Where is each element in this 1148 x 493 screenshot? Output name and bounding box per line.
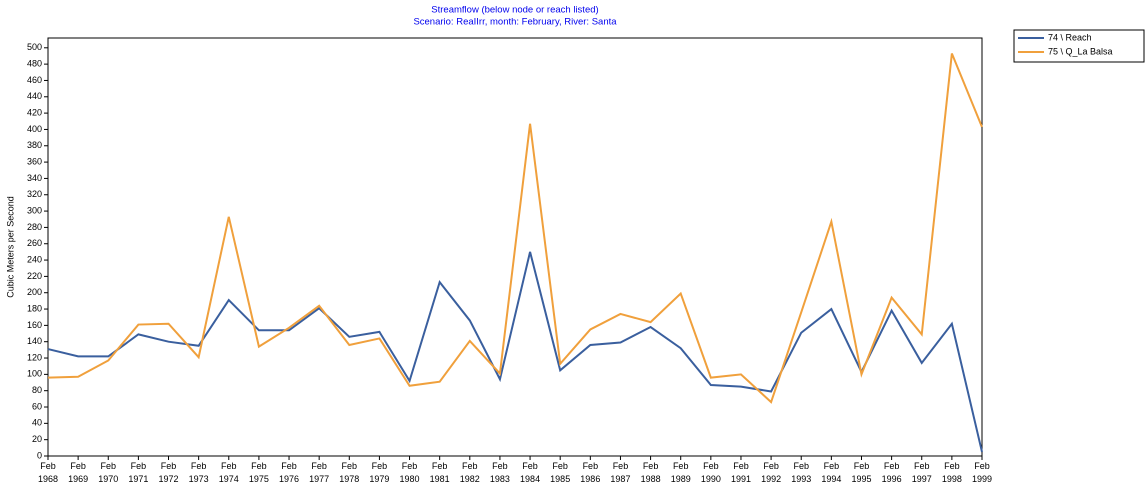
x-tick-label: Feb 1998 <box>942 461 962 484</box>
y-tick-label: 340 <box>27 173 42 183</box>
x-tick-label: Feb 1986 <box>580 461 600 484</box>
y-tick-label: 460 <box>27 75 42 85</box>
y-axis-label: Cubic Meters per Second <box>5 196 15 298</box>
y-tick-label: 400 <box>27 124 42 134</box>
plot-frame <box>47 37 983 457</box>
x-tick-label: Feb 1999 <box>972 461 992 484</box>
y-tick-label: 440 <box>27 91 42 101</box>
x-tick-label: Feb 1992 <box>761 461 781 484</box>
y-tick-label: 160 <box>27 320 42 330</box>
y-tick-label: 280 <box>27 222 42 232</box>
y-tick-label: 360 <box>27 156 42 166</box>
series-line <box>47 53 983 404</box>
x-tick-label: Feb 1969 <box>68 461 88 484</box>
y-tick-label: 480 <box>27 59 42 69</box>
y-tick-label: 20 <box>32 434 42 444</box>
x-tick-label: Feb 1994 <box>821 461 841 484</box>
y-tick-label: 300 <box>27 205 42 215</box>
x-tick-label: Feb 1972 <box>159 461 179 484</box>
x-tick-label: Feb 1985 <box>550 461 570 484</box>
series-line <box>47 251 983 453</box>
x-tick-label: Feb 1976 <box>279 461 299 484</box>
x-tick-label: Feb 1983 <box>490 461 510 484</box>
y-tick-label: 240 <box>27 254 42 264</box>
x-tick-label: Feb 1977 <box>309 461 329 484</box>
y-tick-label: 80 <box>32 385 42 395</box>
x-tick-label: Feb 1975 <box>249 461 269 484</box>
y-tick-label: 140 <box>27 336 42 346</box>
x-tick-label: Feb 1973 <box>189 461 209 484</box>
y-tick-label: 260 <box>27 238 42 248</box>
y-tick-label: 120 <box>27 352 42 362</box>
x-tick-label: Feb 1988 <box>641 461 661 484</box>
x-tick-label: Feb 1974 <box>219 461 239 484</box>
y-tick-label: 380 <box>27 140 42 150</box>
y-tick-label: 0 <box>37 450 42 460</box>
x-tick-label: Feb 1981 <box>430 461 450 484</box>
x-tick-label: Feb 1995 <box>851 461 871 484</box>
y-tick-label: 500 <box>27 42 42 52</box>
x-tick-label: Feb 1984 <box>520 461 540 484</box>
x-tick-label: Feb 1970 <box>98 461 118 484</box>
y-tick-label: 220 <box>27 271 42 281</box>
x-tick-label: Feb 1990 <box>701 461 721 484</box>
x-tick-label: Feb 1989 <box>671 461 691 484</box>
y-tick-label: 320 <box>27 189 42 199</box>
x-tick-label: Feb 1968 <box>38 461 58 484</box>
x-tick-label: Feb 1993 <box>791 461 811 484</box>
x-tick-label: Feb 1971 <box>128 461 148 484</box>
chart-subtitle: Scenario: ReaIIrr, month: February, Rive… <box>413 17 617 28</box>
x-tick-label: Feb 1979 <box>369 461 389 484</box>
y-tick-label: 180 <box>27 303 42 313</box>
y-tick-label: 420 <box>27 107 42 117</box>
chart-title: Streamflow (below node or reach listed) <box>431 5 598 16</box>
x-tick-label: Feb 1997 <box>912 461 932 484</box>
x-tick-label: Feb 1978 <box>339 461 359 484</box>
legend-box <box>1013 29 1145 63</box>
x-tick-label: Feb 1991 <box>731 461 751 484</box>
y-tick-label: 40 <box>32 418 42 428</box>
x-tick-label: Feb 1980 <box>400 461 420 484</box>
legend-label: 74 \ Reach <box>1048 32 1092 42</box>
y-tick-label: 100 <box>27 369 42 379</box>
legend-label: 75 \ Q_La Balsa <box>1048 46 1113 56</box>
x-tick-label: Feb 1987 <box>610 461 630 484</box>
x-tick-label: Feb 1982 <box>460 461 480 484</box>
y-tick-label: 200 <box>27 287 42 297</box>
x-tick-label: Feb 1996 <box>882 461 902 484</box>
y-tick-label: 60 <box>32 401 42 411</box>
